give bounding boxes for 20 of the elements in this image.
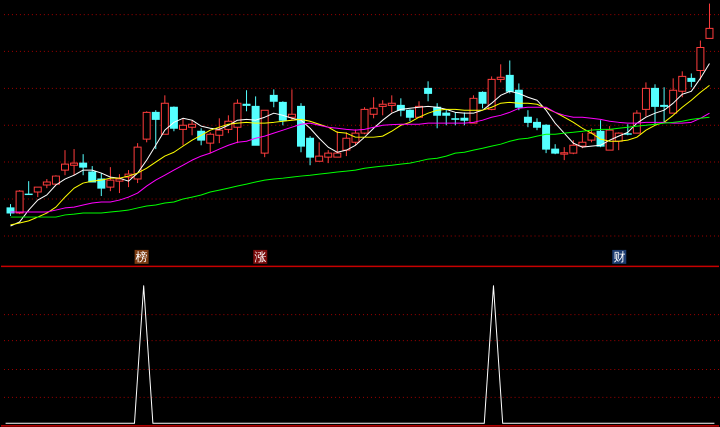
- text: 榜: [136, 250, 148, 264]
- candlestick: [197, 128, 206, 146]
- candlestick: [16, 190, 24, 215]
- candlestick: [79, 154, 88, 176]
- text: 财: [613, 250, 626, 264]
- candlestick: [242, 90, 251, 112]
- candlestick: [288, 88, 296, 121]
- candlestick: [687, 72, 696, 88]
- candlestick: [705, 3, 714, 39]
- text: 涨: [254, 250, 266, 264]
- candlestick: [24, 180, 33, 196]
- candlestick: [424, 80, 432, 102]
- candlestick: [696, 40, 704, 81]
- candlestick: [152, 110, 160, 150]
- candlestick: [587, 128, 596, 143]
- candlestick: [34, 186, 42, 198]
- candlestick: [278, 100, 287, 126]
- candlestick: [478, 90, 487, 109]
- candlestick: [642, 82, 650, 117]
- candlestick: [270, 88, 278, 108]
